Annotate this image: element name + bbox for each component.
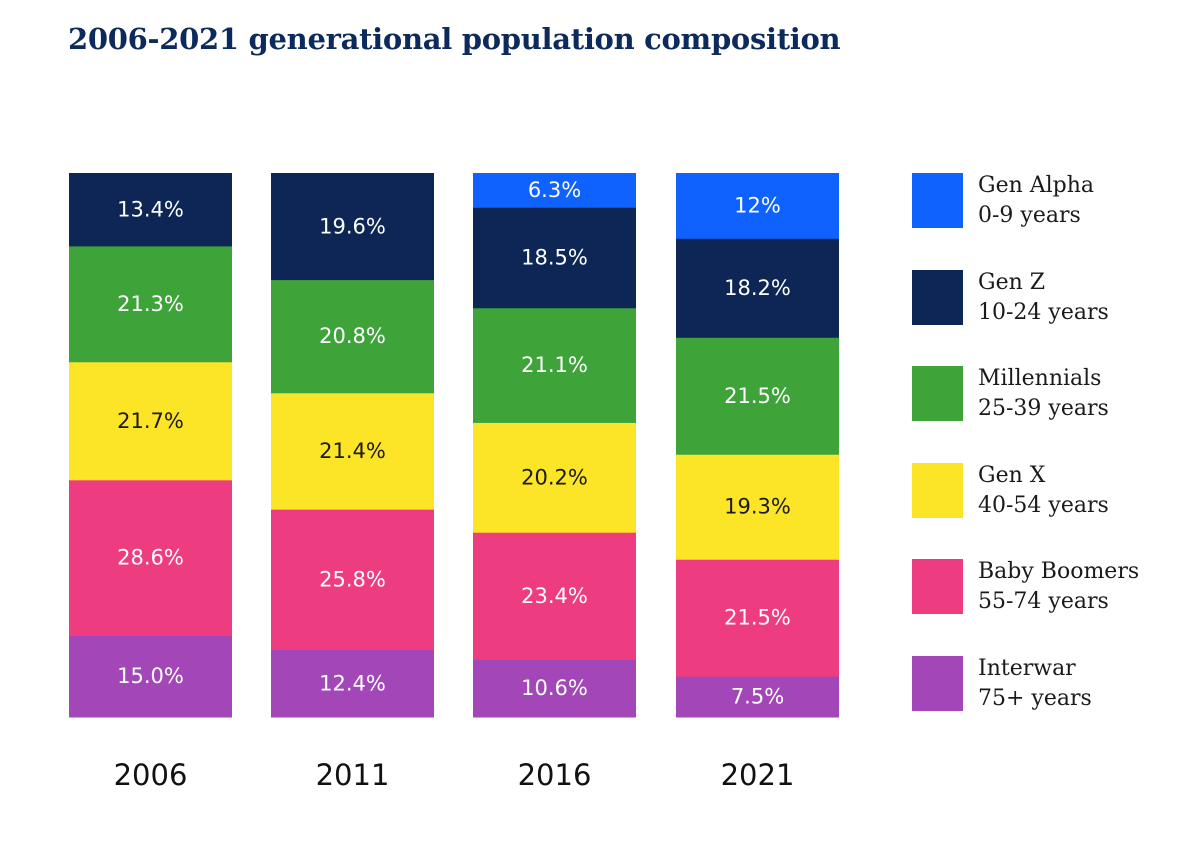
- legend-label: Gen Alpha 0-9 years: [978, 171, 1094, 231]
- chart-title: 2006-2021 generational population compos…: [68, 22, 841, 56]
- legend-series-name: Millennials: [978, 366, 1102, 391]
- data-label: 12%: [734, 194, 781, 218]
- data-label: 10.6%: [521, 676, 588, 700]
- bar-segment-gen-z-2016: [473, 207, 636, 309]
- data-label: 6.3%: [528, 178, 581, 202]
- x-tick-label: 2011: [316, 758, 390, 792]
- bar-segment-interwar-2016: [473, 659, 636, 718]
- bar-segment-baby-boomers-2016: [473, 532, 636, 660]
- bar-segment-millennials-2016: [473, 307, 636, 423]
- data-label: 21.7%: [117, 409, 184, 433]
- bar-segment-gen-x-2006: [69, 361, 232, 481]
- x-tick-label: 2006: [114, 758, 188, 792]
- data-label: 18.5%: [521, 246, 588, 270]
- data-label: 19.3%: [724, 495, 791, 519]
- data-label: 15.0%: [117, 664, 184, 688]
- legend-series-age-range: 10-24 years: [978, 299, 1109, 325]
- x-tick-label: 2016: [518, 758, 592, 792]
- legend-series-name: Gen Z: [978, 269, 1046, 295]
- bar-segment-baby-boomers-2011: [271, 509, 434, 651]
- data-label: 21.1%: [521, 353, 588, 377]
- legend-swatch: [912, 655, 963, 711]
- data-label: 19.6%: [319, 214, 386, 238]
- legend-swatch: [912, 366, 963, 421]
- x-tick-label: 2021: [721, 758, 795, 792]
- legend-label: Baby Boomers 55-74 years: [978, 557, 1139, 617]
- data-label: 21.4%: [319, 439, 386, 463]
- bar-segment-gen-z-2021: [676, 238, 839, 338]
- bar-segment-millennials-2021: [676, 337, 839, 455]
- data-label: 28.6%: [117, 546, 184, 570]
- bar-segment-interwar-2006: [69, 635, 232, 718]
- data-label: 25.8%: [319, 567, 386, 591]
- data-label: 12.4%: [319, 671, 386, 695]
- data-label: 21.5%: [724, 606, 791, 630]
- legend-series-age-range: 0-9 years: [978, 203, 1081, 228]
- legend-label: Gen X 40-54 years: [978, 461, 1109, 521]
- bar-segment-gen-alpha-2016: [473, 173, 636, 208]
- bar-segment-gen-alpha-2021: [676, 173, 839, 239]
- bar-segment-baby-boomers-2006: [69, 479, 232, 636]
- data-label: 20.8%: [319, 324, 386, 348]
- data-label: 23.4%: [521, 584, 588, 608]
- data-label: 21.5%: [724, 384, 791, 408]
- legend-swatch: [912, 559, 963, 614]
- data-label: 21.3%: [117, 292, 184, 316]
- data-label: 7.5%: [731, 685, 784, 709]
- bar-segment-gen-z-2011: [271, 173, 434, 281]
- bar-segment-millennials-2006: [69, 245, 232, 363]
- bar-segment-gen-x-2021: [676, 454, 839, 560]
- bar-segment-millennials-2011: [271, 279, 434, 394]
- legend-series-name: Gen X: [978, 462, 1046, 488]
- bar-segment-gen-x-2011: [271, 392, 434, 510]
- legend-series-name: Gen Alpha: [978, 173, 1095, 198]
- legend-label: Gen Z 10-24 years: [978, 268, 1109, 328]
- bar-segment-interwar-2011: [271, 649, 434, 718]
- legend-label: Interwar 75+ years: [978, 654, 1092, 714]
- bar-segment-interwar-2021: [676, 676, 839, 718]
- legend-swatch: [912, 462, 963, 518]
- data-label: 18.2%: [724, 276, 791, 300]
- data-label: 13.4%: [117, 197, 184, 221]
- legend-swatch: [912, 269, 963, 325]
- data-label: 20.2%: [521, 465, 588, 489]
- legend-series-age-range: 25-39 years: [978, 396, 1109, 421]
- bar-segment-baby-boomers-2021: [676, 559, 839, 677]
- bar-segment-gen-z-2006: [69, 173, 232, 247]
- bar-segment-gen-x-2016: [473, 422, 636, 533]
- legend-series-age-range: 75+ years: [978, 685, 1092, 711]
- legend-series-age-range: 40-54 years: [978, 492, 1109, 518]
- legend-label: Millennials 25-39 years: [978, 364, 1109, 424]
- legend-series-age-range: 55-74 years: [978, 589, 1109, 614]
- legend-swatch: [912, 173, 963, 228]
- legend-series-name: Interwar: [978, 655, 1076, 681]
- legend-series-name: Baby Boomers: [978, 559, 1140, 584]
